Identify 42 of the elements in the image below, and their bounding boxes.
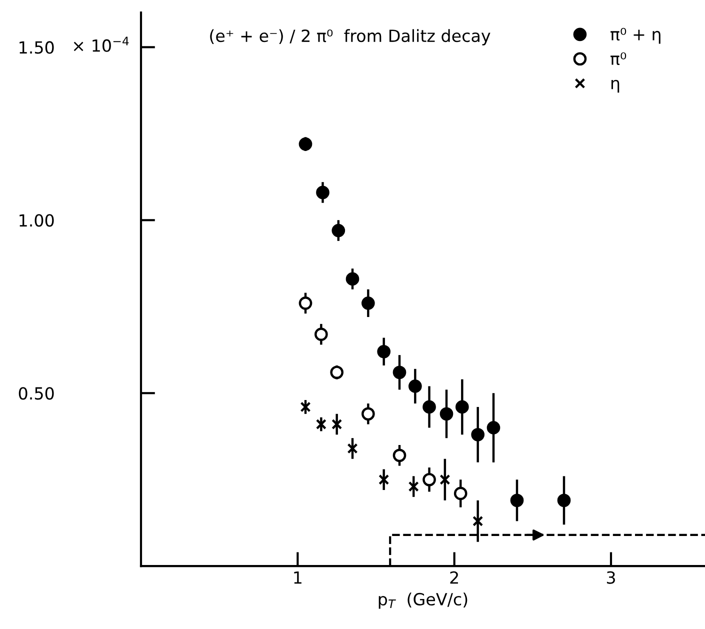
- y-tick-label: 1.00: [20, 214, 54, 227]
- point: [300, 402, 311, 412]
- point: [408, 481, 419, 492]
- point: [422, 472, 436, 486]
- point: [298, 296, 312, 310]
- x-tick-label: 3: [606, 571, 615, 584]
- point: [472, 516, 484, 526]
- point: [347, 443, 358, 454]
- point: [377, 344, 390, 358]
- point: [314, 328, 328, 341]
- point: [298, 137, 312, 151]
- x-tick-label: 1: [294, 571, 302, 584]
- point: [332, 224, 346, 238]
- point: [486, 421, 500, 434]
- point: [392, 366, 406, 380]
- x-tick-label: 2: [450, 571, 458, 584]
- point: [330, 366, 344, 380]
- point: [510, 494, 524, 508]
- point: [316, 418, 326, 430]
- point: [392, 448, 406, 462]
- text: (e⁺ + e⁻) / 2 π⁰ from Dalitz decay: [210, 29, 490, 46]
- point: [316, 186, 330, 200]
- point: [408, 380, 422, 393]
- x-axis-title: p$_{T}$ (GeV/c): [378, 592, 468, 609]
- legend-label: π⁰ + η: [610, 28, 660, 44]
- point: [362, 407, 375, 421]
- point: [440, 474, 450, 485]
- point: [362, 296, 375, 310]
- point: [378, 474, 390, 485]
- point: [346, 272, 360, 286]
- point: [557, 494, 571, 508]
- point: [440, 407, 454, 421]
- y-tick-label: 1.50: [20, 41, 54, 54]
- legend-label: η: [611, 80, 620, 93]
- point: [456, 400, 469, 414]
- point: [454, 486, 468, 500]
- legend-label: π⁰: [610, 52, 626, 66]
- point: [422, 400, 436, 414]
- point: [332, 418, 342, 430]
- point: [471, 428, 484, 442]
- text: × 10$^{−4}$: [74, 36, 129, 52]
- y-tick-label: 0.50: [18, 387, 54, 400]
